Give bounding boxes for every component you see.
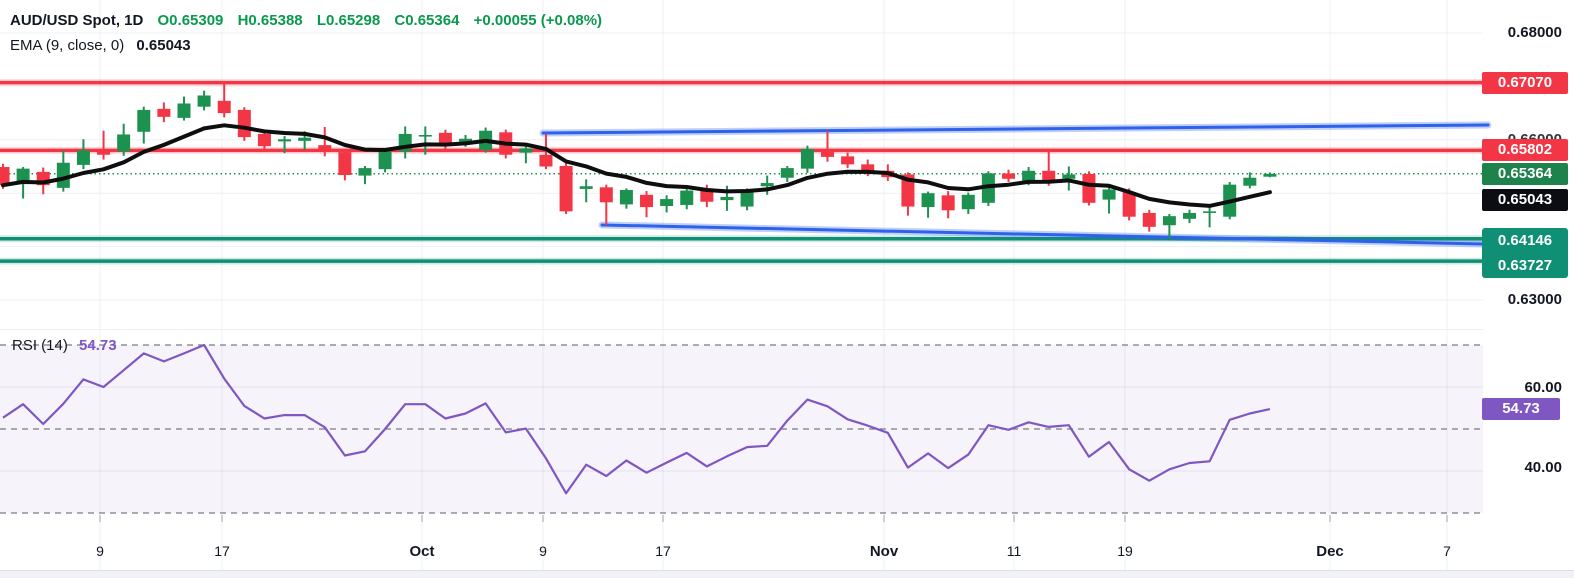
ema-legend[interactable]: EMA (9, close, 0) 0.65043 [10, 37, 191, 54]
candle-body-up [1162, 216, 1176, 226]
candle-body-up [56, 162, 70, 188]
ohlc-close: C0.65364 [394, 12, 460, 29]
last-price-badge: 0.65364 [1482, 163, 1568, 185]
rsi-scale-label-60: 60.00 [1524, 379, 1562, 396]
candle-body-down [640, 194, 654, 208]
rsi-label: RSI (14) [12, 337, 68, 354]
pane-divider[interactable] [0, 329, 1483, 330]
rsi-value: 54.73 [79, 337, 117, 354]
rsi-value-badge: 54.73 [1482, 398, 1560, 420]
candle-body-down [338, 152, 352, 176]
time-axis-label: 7 [1443, 543, 1451, 559]
candle-body-down [318, 145, 332, 152]
candle-body-down [438, 132, 452, 146]
candle-body-down [901, 174, 915, 207]
candle-body-down [1122, 192, 1136, 217]
ohlc-high: H0.65388 [237, 12, 303, 29]
candle-body-down [559, 165, 573, 212]
candle-body-down [217, 100, 231, 114]
candle-body-up [1062, 174, 1076, 179]
symbol-title: AUD/USD Spot, 1D [10, 12, 144, 29]
candle-body-up [278, 139, 292, 142]
candle-body-down [1082, 173, 1096, 203]
candle-body-up [519, 148, 533, 153]
ema-price-badge: 0.65043 [1482, 189, 1568, 211]
candle-body-up [760, 183, 774, 187]
candle-body-down [1002, 173, 1015, 179]
support-price-badges: 0.64146 0.63727 [1482, 228, 1568, 278]
symbol-legend[interactable]: AUD/USD Spot, 1D O0.65309 H0.65388 L0.65… [10, 12, 602, 29]
time-axis-label: 11 [1006, 543, 1022, 559]
candle-body-up [378, 151, 392, 170]
candle-body-up [740, 189, 754, 207]
trendline[interactable] [541, 123, 1490, 135]
time-axis-label: 19 [1117, 543, 1133, 559]
candle-body-down [1042, 170, 1056, 182]
ema-line[interactable] [1, 123, 1272, 208]
candle-body-up [177, 103, 191, 118]
time-axis-label: 9 [96, 543, 104, 559]
candle-body-up [680, 190, 694, 205]
candle-body-down [257, 133, 271, 147]
time-scale[interactable]: 9 17 Oct 9 17 Nov 11 19 Dec 7 [0, 515, 1483, 570]
candle-body-up [1102, 189, 1116, 200]
candle-body-down [1142, 212, 1156, 227]
rsi-line[interactable] [2, 343, 1271, 495]
time-axis-label: Oct [409, 543, 435, 560]
candle-body-up [358, 168, 372, 176]
candle-body-up [619, 189, 633, 205]
time-axis-label: 9 [539, 543, 547, 559]
candle-body-down [237, 109, 251, 138]
candle-body-up [76, 150, 90, 165]
ohlc-change: +0.00055 (+0.08%) [473, 12, 603, 29]
ema-value: 0.65043 [136, 37, 191, 54]
candle-body-down [841, 156, 855, 165]
time-axis-label: Dec [1316, 543, 1344, 560]
candle-body-up [298, 137, 312, 141]
candle-body-up [117, 134, 131, 152]
ohlc-low: L0.65298 [316, 12, 381, 29]
candle-body-down [0, 167, 10, 186]
support-price-badge-1: 0.64146 [1497, 232, 1553, 249]
candle-body-up [720, 196, 734, 201]
candle-body-down [157, 108, 171, 117]
candle-body-up [1243, 177, 1257, 186]
candle-body-down [539, 154, 553, 167]
price-scale-label-068: 0.68000 [1507, 24, 1562, 41]
candle-body-up [921, 193, 935, 208]
candle-body-up [1263, 173, 1277, 177]
candle-body-down [861, 164, 875, 173]
candle-body-down [97, 149, 111, 155]
candle-body-up [780, 168, 794, 178]
candle-body-up [459, 138, 473, 143]
price-scale-label-063: 0.63000 [1507, 291, 1562, 308]
ema-label: EMA (9, close, 0) [10, 37, 125, 54]
rsi-legend[interactable]: RSI (14) 54.73 [12, 337, 117, 354]
support-price-badge-2: 0.63727 [1497, 257, 1553, 274]
resistance-price-badge-2: 0.65802 [1482, 139, 1568, 161]
candle-body-up [961, 194, 975, 210]
candle-body-up [1182, 212, 1196, 219]
time-axis-label: 17 [655, 543, 671, 559]
candle-body-up [800, 148, 814, 169]
candle-body-up [418, 134, 432, 137]
ohlc-open: O0.65309 [157, 12, 224, 29]
candle-body-up [660, 199, 674, 207]
resistance-price-badge-1: 0.67070 [1482, 72, 1568, 94]
time-axis-label: 17 [214, 543, 230, 559]
rsi-scale-label-40: 40.00 [1524, 459, 1562, 476]
candle-body-up [197, 95, 211, 107]
candle-body-down [599, 187, 613, 203]
time-axis-label: Nov [869, 543, 899, 560]
candle-body-up [579, 186, 593, 189]
candle-body-up [137, 109, 151, 132]
candle-body-down [821, 150, 835, 157]
trendline[interactable] [600, 223, 1484, 246]
candle-body-down [941, 195, 955, 211]
bottom-toolbar-strip [0, 570, 1574, 578]
candle-body-up [1203, 211, 1217, 213]
candle-body-up [1022, 170, 1036, 182]
